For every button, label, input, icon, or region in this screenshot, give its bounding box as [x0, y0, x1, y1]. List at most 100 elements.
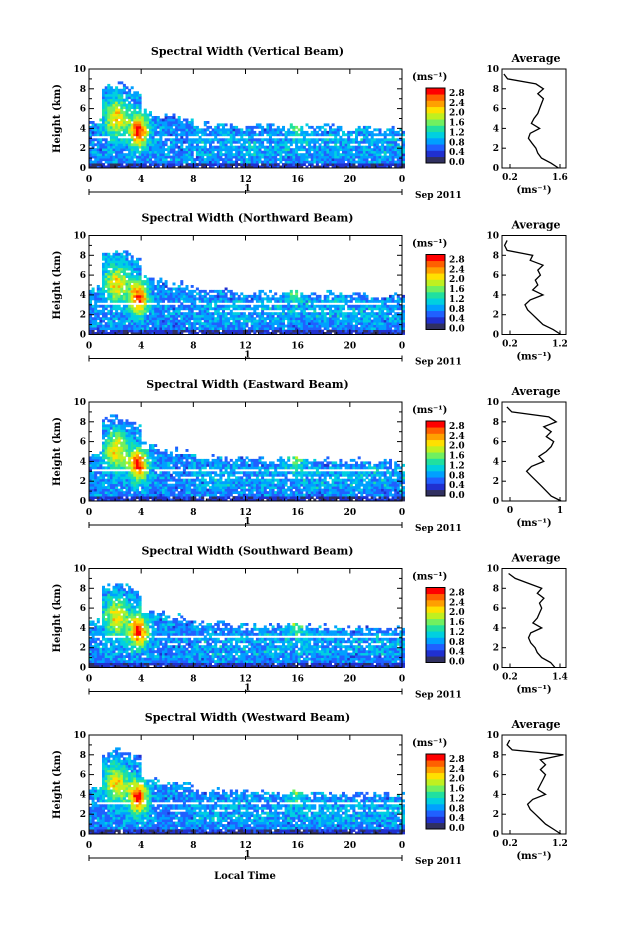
heatmap-cell [308, 160, 312, 164]
heatmap-cell [99, 496, 103, 499]
heatmap-cell [305, 314, 309, 318]
heatmap-cell [156, 285, 160, 288]
heatmap-cell [250, 329, 254, 333]
heatmap-cell [143, 148, 147, 152]
heatmap-cell [357, 163, 361, 166]
heatmap-cell [149, 289, 152, 293]
heatmap-cell [128, 471, 132, 475]
heatmap-cell [331, 309, 335, 313]
heatmap-cell [133, 130, 137, 134]
heatmap-cell [339, 155, 343, 159]
heatmap-cell [177, 289, 181, 293]
heatmap-cell [334, 145, 338, 149]
heatmap-cell [89, 458, 92, 462]
heatmap-cell [141, 498, 145, 502]
heatmap-cell [274, 138, 278, 142]
heatmap-cell [224, 292, 228, 296]
heatmap-cell [370, 135, 374, 139]
heatmap-cell [315, 153, 319, 157]
heatmap-cell [389, 145, 392, 149]
heatmap-cell [107, 454, 111, 457]
heatmap-cell [232, 145, 236, 149]
heatmap-cell [109, 307, 113, 311]
heatmap-cell [282, 314, 285, 318]
heatmap-cell [107, 163, 111, 166]
heatmap-cell [245, 304, 249, 308]
heatmap-cell [96, 287, 100, 291]
heatmap-cell [154, 292, 158, 296]
heatmap-cell [112, 103, 116, 107]
heatmap-cell [125, 275, 129, 278]
heatmap-cell [255, 123, 259, 127]
heatmap-cell [383, 304, 387, 308]
heatmap-cell [138, 116, 142, 119]
heatmap-cell [224, 307, 228, 311]
heatmap-cell [214, 155, 218, 159]
heatmap-cell [315, 314, 319, 318]
heatmap-cell [292, 307, 296, 311]
heatmap-cell [203, 324, 207, 328]
heatmap-cell [167, 299, 171, 303]
heatmap-cell [180, 150, 184, 154]
heatmap-cell [146, 130, 150, 134]
heatmap-cell [216, 128, 220, 132]
heatmap-cell [224, 140, 228, 144]
heatmap-cell [162, 317, 165, 321]
heatmap-cell [156, 312, 160, 316]
heatmap-cell [300, 322, 304, 325]
heatmap-cell [402, 312, 405, 316]
heatmap-cell [141, 314, 145, 318]
heatmap-cell [136, 106, 139, 109]
heatmap-cell [329, 322, 332, 325]
heatmap-cell [258, 292, 262, 296]
heatmap-cell [125, 155, 129, 159]
heatmap-cell [180, 143, 184, 147]
heatmap-cell [149, 297, 152, 301]
heatmap-cell [261, 138, 265, 142]
heatmap-cell [136, 135, 139, 139]
heatmap-cell [373, 158, 377, 161]
heatmap-cell [169, 307, 173, 311]
heatmap-cell [336, 155, 340, 159]
heatmap-cell [331, 133, 335, 137]
heatmap-cell [138, 314, 142, 318]
heatmap-cell [263, 153, 267, 157]
colorbar-tick-label: 0.4 [449, 148, 465, 158]
heatmap-cell [102, 304, 105, 308]
heatmap-cell [172, 130, 176, 134]
heatmap-cell [133, 307, 137, 311]
heatmap-cell [138, 309, 142, 313]
heatmap-cell [102, 498, 105, 502]
heatmap-cell [128, 463, 132, 467]
heatmap-cell [389, 130, 392, 134]
heatmap-cell [175, 125, 179, 129]
heatmap-cell [287, 304, 291, 308]
heatmap-cell [229, 165, 233, 169]
heatmap-cell [112, 116, 116, 119]
heatmap-cell [203, 160, 207, 164]
heatmap-cell [125, 140, 129, 144]
heatmap-cell [107, 113, 111, 117]
heatmap-cell [386, 165, 390, 169]
heatmap-cell [375, 140, 379, 144]
heatmap-cell [326, 143, 330, 147]
heatmap-cell [193, 299, 197, 303]
heatmap-cell [172, 307, 176, 311]
heatmap-cell [396, 138, 400, 142]
heatmap-cell [279, 322, 283, 325]
heatmap-cell [357, 153, 361, 157]
heatmap-cell [149, 155, 152, 159]
heatmap-cell [182, 123, 186, 127]
heatmap-cell [323, 294, 327, 298]
heatmap-cell [386, 319, 390, 323]
heatmap-cell [237, 327, 241, 330]
heatmap-cell [248, 329, 252, 333]
heatmap-cell [365, 158, 369, 161]
heatmap-cell [227, 145, 231, 149]
heatmap-cell [175, 332, 179, 335]
heatmap-cell [185, 319, 189, 323]
heatmap-cell [112, 486, 116, 489]
heatmap-cell [154, 317, 158, 321]
heatmap-cell [138, 431, 142, 435]
heatmap-cell [102, 299, 105, 303]
